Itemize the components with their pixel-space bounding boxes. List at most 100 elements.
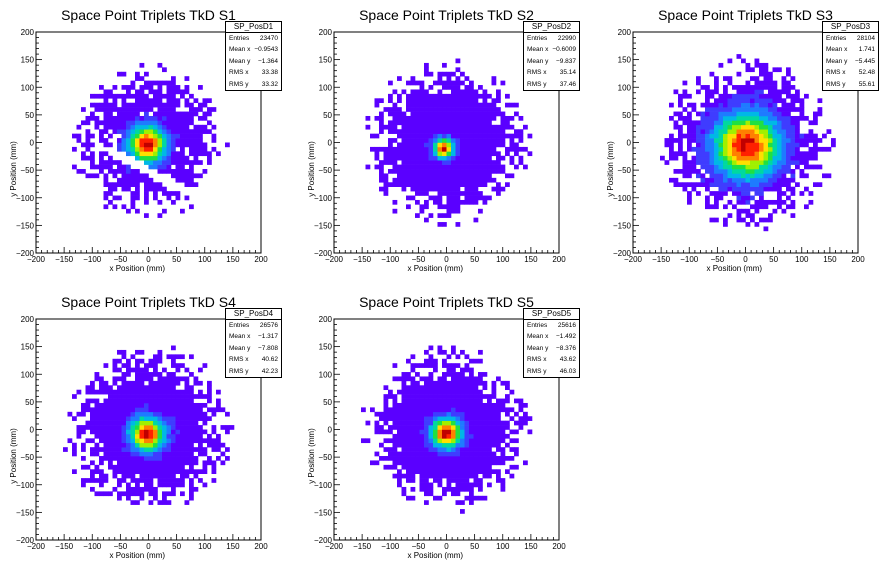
heatmap-bin [464, 354, 470, 360]
stats-row: RMS y 46.03 [524, 366, 579, 377]
heatmap-bin [397, 420, 402, 426]
heatmap-bin [473, 111, 479, 117]
heatmap-bin [72, 469, 77, 474]
heatmap-bin [103, 429, 109, 435]
stats-label: Entries [527, 35, 548, 42]
heatmap-bin [727, 98, 733, 104]
heatmap-bin [505, 456, 510, 461]
heatmap-bin [135, 425, 140, 430]
heatmap-bin [126, 186, 131, 192]
heatmap-bin [496, 155, 501, 161]
heatmap-bin [446, 208, 452, 214]
heatmap-bin [410, 363, 416, 368]
heatmap-bin [478, 182, 483, 187]
x-tick-label: 200 [254, 255, 268, 264]
stats-box-name: SP_PosD3 [823, 22, 878, 33]
y-axis-label: y Position (mm) [9, 141, 18, 197]
heatmap-bin [392, 89, 398, 95]
heatmap-bin [85, 402, 91, 408]
heatmap-bin [117, 358, 122, 364]
heatmap-bin [130, 177, 136, 183]
heatmap-bin [103, 182, 109, 187]
heatmap-bin [727, 182, 733, 187]
heatmap-bin [455, 478, 461, 483]
heatmap-bin [442, 469, 447, 474]
heatmap-bin [478, 411, 483, 417]
heatmap-bin [184, 133, 190, 139]
heatmap-bin [768, 177, 773, 183]
heatmap-bin [482, 407, 488, 413]
heatmap-bin [175, 438, 181, 444]
heatmap-bin [700, 177, 706, 183]
heatmap-bin [162, 495, 167, 501]
heatmap-bin [117, 478, 122, 483]
heatmap-bin [763, 138, 769, 143]
heatmap-bin [184, 438, 190, 444]
heatmap-bin [482, 164, 488, 170]
heatmap-bin [397, 482, 402, 488]
heatmap-bin [90, 111, 95, 117]
heatmap-bin [451, 169, 456, 174]
heatmap-bin [473, 93, 479, 99]
heatmap-bin [795, 142, 800, 148]
heatmap-bin [202, 363, 208, 368]
heatmap-bin [365, 420, 371, 426]
heatmap-bin [419, 385, 425, 391]
heatmap-bin [754, 107, 760, 112]
heatmap-bin [410, 398, 416, 404]
heatmap-bin [184, 195, 190, 201]
heatmap-bin [153, 124, 158, 130]
heatmap-bin [451, 120, 456, 126]
heatmap-bin [741, 107, 746, 112]
heatmap-bin [727, 111, 733, 117]
heatmap-bin [460, 173, 465, 179]
heatmap-bin [745, 146, 751, 152]
heatmap-bin [754, 191, 760, 196]
heatmap-bin [433, 98, 438, 104]
heatmap-bin [678, 142, 683, 148]
heatmap-bin [148, 389, 154, 395]
heatmap-bin [469, 85, 474, 90]
heatmap-bin [184, 385, 190, 391]
heatmap-bin [401, 164, 407, 170]
x-tick-label: −150 [55, 542, 74, 551]
heatmap-bin [392, 107, 398, 112]
heatmap-bin [139, 380, 145, 386]
heatmap-bin [112, 407, 118, 413]
histogram-svg: −200 −150 −100 −50 0 50 100 150 200200150100500−… [9, 294, 268, 560]
heatmap-bin [455, 169, 461, 174]
heatmap-bin [741, 133, 746, 139]
heatmap-bin [491, 411, 497, 417]
heatmap-bin [718, 115, 724, 121]
heatmap-bin [117, 407, 122, 413]
heatmap-bin [153, 129, 158, 134]
heatmap-bin [397, 411, 402, 417]
heatmap-bin [469, 199, 474, 205]
heatmap-bin [500, 142, 506, 148]
heatmap-bin [691, 124, 697, 130]
heatmap-bin [130, 469, 136, 474]
heatmap-bin [117, 124, 122, 130]
heatmap-bin [383, 177, 389, 183]
heatmap-bin [741, 120, 746, 126]
heatmap-bin [790, 124, 796, 130]
heatmap-bin [211, 133, 217, 139]
heatmap-bin [419, 204, 425, 210]
heatmap-bin [139, 385, 145, 391]
heatmap-bin [184, 142, 190, 148]
heatmap-bin [401, 173, 407, 179]
heatmap-bin [437, 402, 443, 408]
heatmap-bin [790, 138, 796, 143]
heatmap-bin [673, 124, 679, 130]
heatmap-bin [126, 107, 131, 112]
stats-label: Entries [229, 322, 250, 329]
heatmap-bin [491, 129, 497, 134]
heatmap-bin [157, 442, 163, 448]
heatmap-bin [144, 376, 149, 382]
heatmap-bin [442, 124, 447, 130]
heatmap-bin [135, 389, 140, 395]
heatmap-bin [198, 160, 203, 165]
heatmap-bin [419, 389, 425, 395]
heatmap-bin [121, 478, 127, 483]
heatmap-bin [496, 182, 501, 187]
